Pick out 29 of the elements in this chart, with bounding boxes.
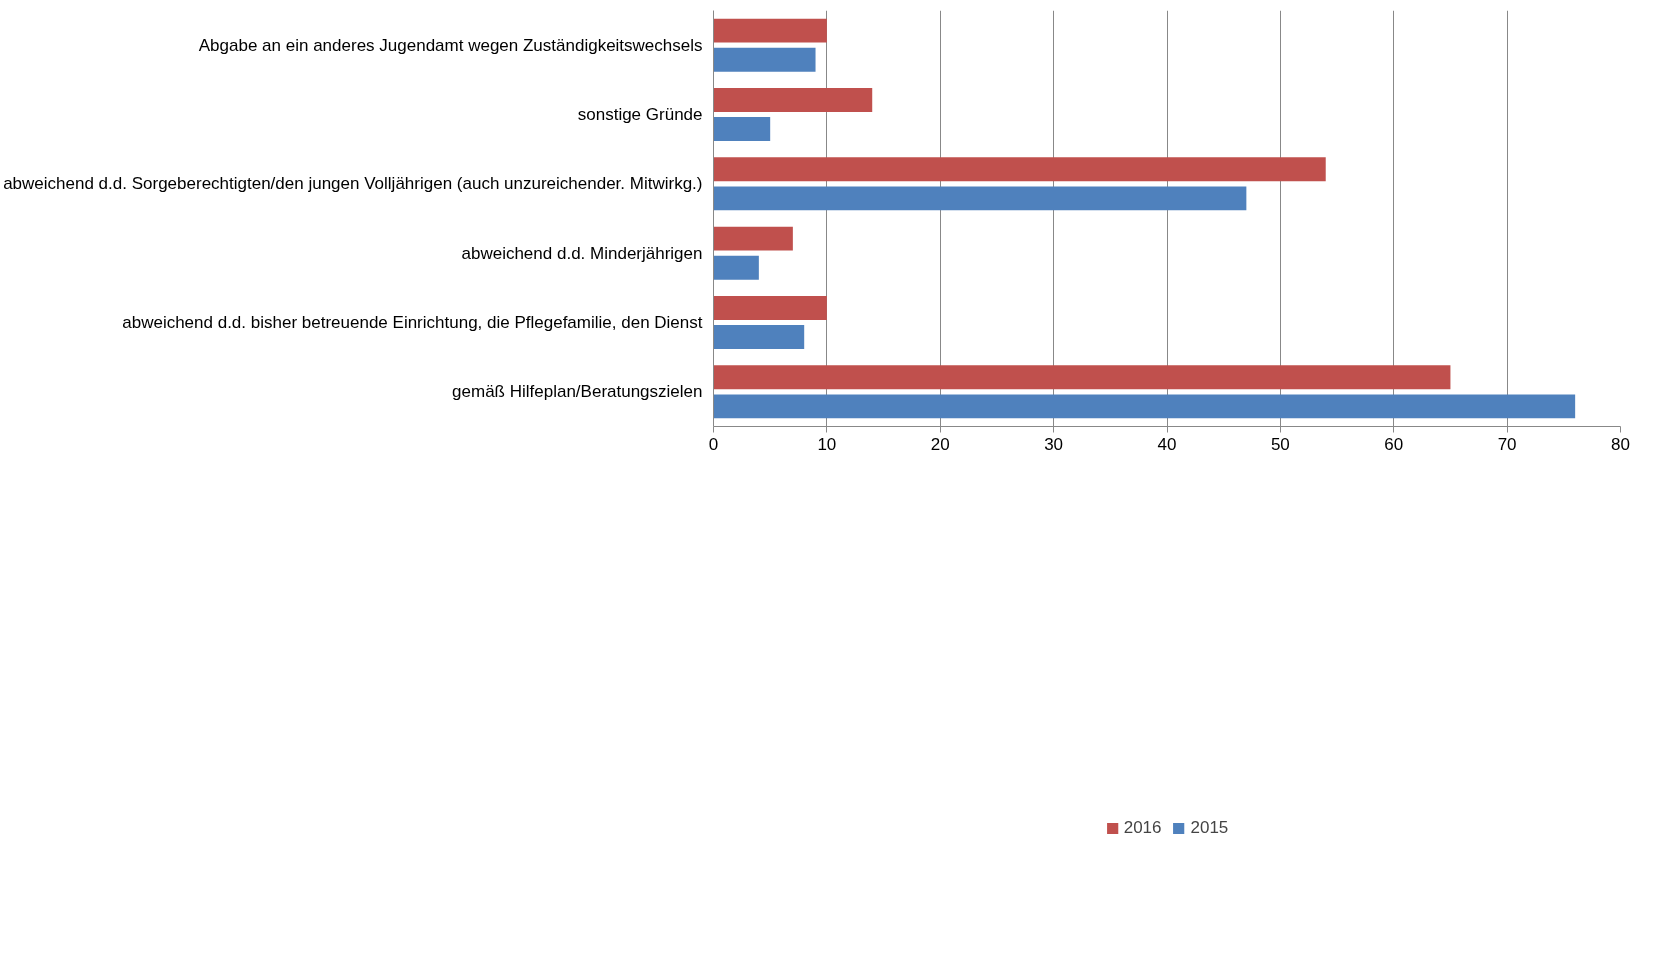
x-tick-label: 80 — [1611, 434, 1630, 454]
bar — [713, 325, 805, 349]
bar — [713, 365, 1451, 390]
x-tick-label: 70 — [1497, 434, 1517, 454]
bar — [713, 186, 1247, 211]
bar — [713, 88, 873, 112]
x-tick-label: 30 — [1044, 434, 1064, 454]
x-tick-label: 60 — [1384, 434, 1404, 454]
y-tick-label: sonstige Gründe — [577, 105, 703, 124]
bar — [713, 117, 771, 141]
bar — [713, 394, 1576, 419]
bar — [713, 157, 1326, 182]
x-tick-label: 0 — [708, 434, 719, 454]
y-tick-label: Abgabe an ein anderes Jugendamt wegen Zuständigkeitswechsels — [198, 35, 703, 55]
legend-label: 2016 — [1123, 818, 1162, 838]
y-tick-label: abweichend d.d. bisher betreuende Einrichtung, die Pflegefamilie, den Dienst — [122, 313, 703, 332]
bar — [713, 226, 793, 251]
bar — [713, 296, 827, 320]
y-tick-label: abweichend d.d. Sorgeberechtigten/den jungen Volljährigen (auch unzureichender. Mitwirkg.) — [3, 174, 703, 194]
y-tick-label: abweichend d.d. Minderjährigen — [461, 243, 703, 263]
x-tick-label: 40 — [1157, 434, 1177, 454]
y-tick-label: gemäß Hilfeplan/Beratungszielen — [452, 382, 703, 402]
legend-label: 2015 — [1190, 818, 1229, 838]
x-tick-label: 50 — [1270, 434, 1290, 454]
bar — [713, 255, 759, 280]
bar — [713, 47, 816, 72]
bar — [713, 18, 827, 43]
x-tick-label: 10 — [817, 434, 837, 454]
x-tick-label: 20 — [930, 434, 950, 454]
